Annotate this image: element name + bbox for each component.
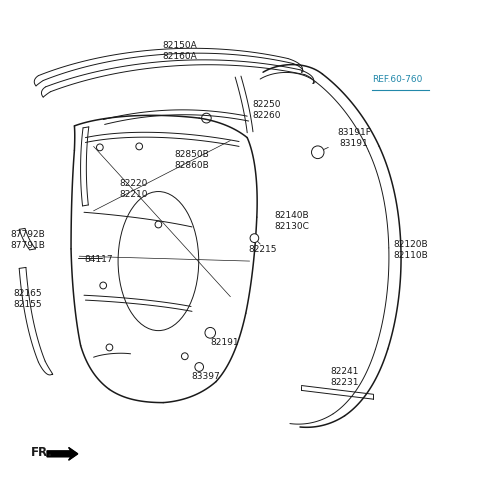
Text: 83191F
83191: 83191F 83191 [337, 127, 371, 148]
Text: 82120B
82110B: 82120B 82110B [393, 240, 428, 260]
Text: 83397: 83397 [191, 372, 220, 381]
Text: 82241
82231: 82241 82231 [330, 366, 359, 387]
Circle shape [250, 234, 259, 243]
Circle shape [312, 146, 324, 159]
Text: 87792B
87791B: 87792B 87791B [11, 230, 45, 250]
Polygon shape [47, 447, 78, 460]
Circle shape [205, 327, 216, 338]
Text: 82165
82155: 82165 82155 [13, 288, 42, 309]
Circle shape [195, 363, 204, 371]
Text: 82220
82210: 82220 82210 [119, 179, 148, 199]
Text: REF.60-760: REF.60-760 [372, 75, 422, 83]
Text: 82150A
82160A: 82150A 82160A [163, 41, 197, 61]
Text: 82250
82260: 82250 82260 [252, 100, 281, 120]
Text: 84117: 84117 [84, 255, 113, 264]
Text: 82191: 82191 [210, 338, 239, 347]
Text: 82140B
82130C: 82140B 82130C [275, 210, 309, 231]
Text: 82215: 82215 [249, 245, 277, 254]
Text: 82850B
82860B: 82850B 82860B [175, 150, 209, 170]
Text: FR.: FR. [31, 447, 53, 459]
